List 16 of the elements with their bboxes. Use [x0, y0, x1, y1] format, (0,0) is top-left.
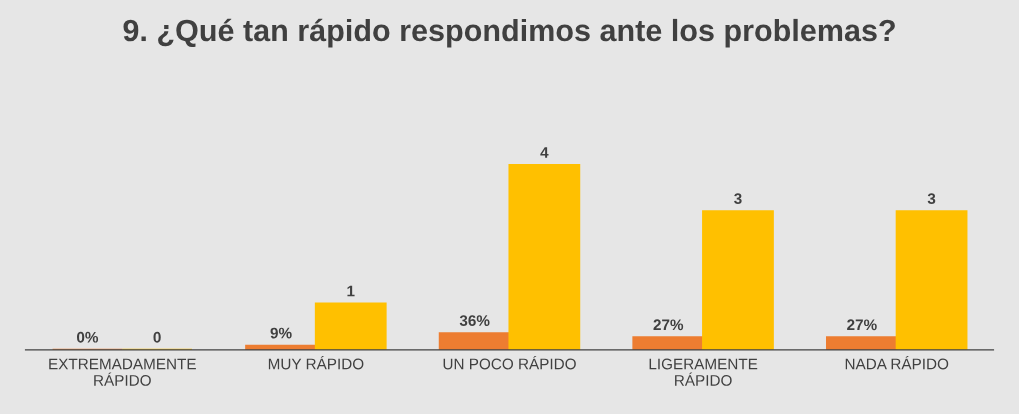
data-label: 27% [847, 319, 877, 331]
x-tick-label: MUY RÁPIDO [268, 355, 364, 370]
data-label: 4 [540, 147, 549, 158]
chart-title: 9. ¿Qué tan rápido respondimos ante los problemas? [123, 18, 895, 48]
data-label: 27% [653, 319, 684, 331]
data-label: 3 [734, 193, 742, 205]
x-tick-label: NADA RÁPIDO [845, 355, 949, 370]
x-tick-label: UN POCO RÁPIDO [443, 355, 576, 370]
data-label: 3 [927, 193, 936, 205]
data-label: 0 [153, 331, 161, 343]
data-label: 1 [347, 285, 355, 297]
data-label: 36% [459, 315, 490, 327]
data-label: 0% [76, 331, 99, 343]
x-tick-label: EXTREMADAMENTE RÁPIDO [49, 358, 196, 386]
data-label: 9% [270, 327, 292, 339]
x-tick-label: LIGERAMENTE RÁPIDO [649, 358, 758, 386]
